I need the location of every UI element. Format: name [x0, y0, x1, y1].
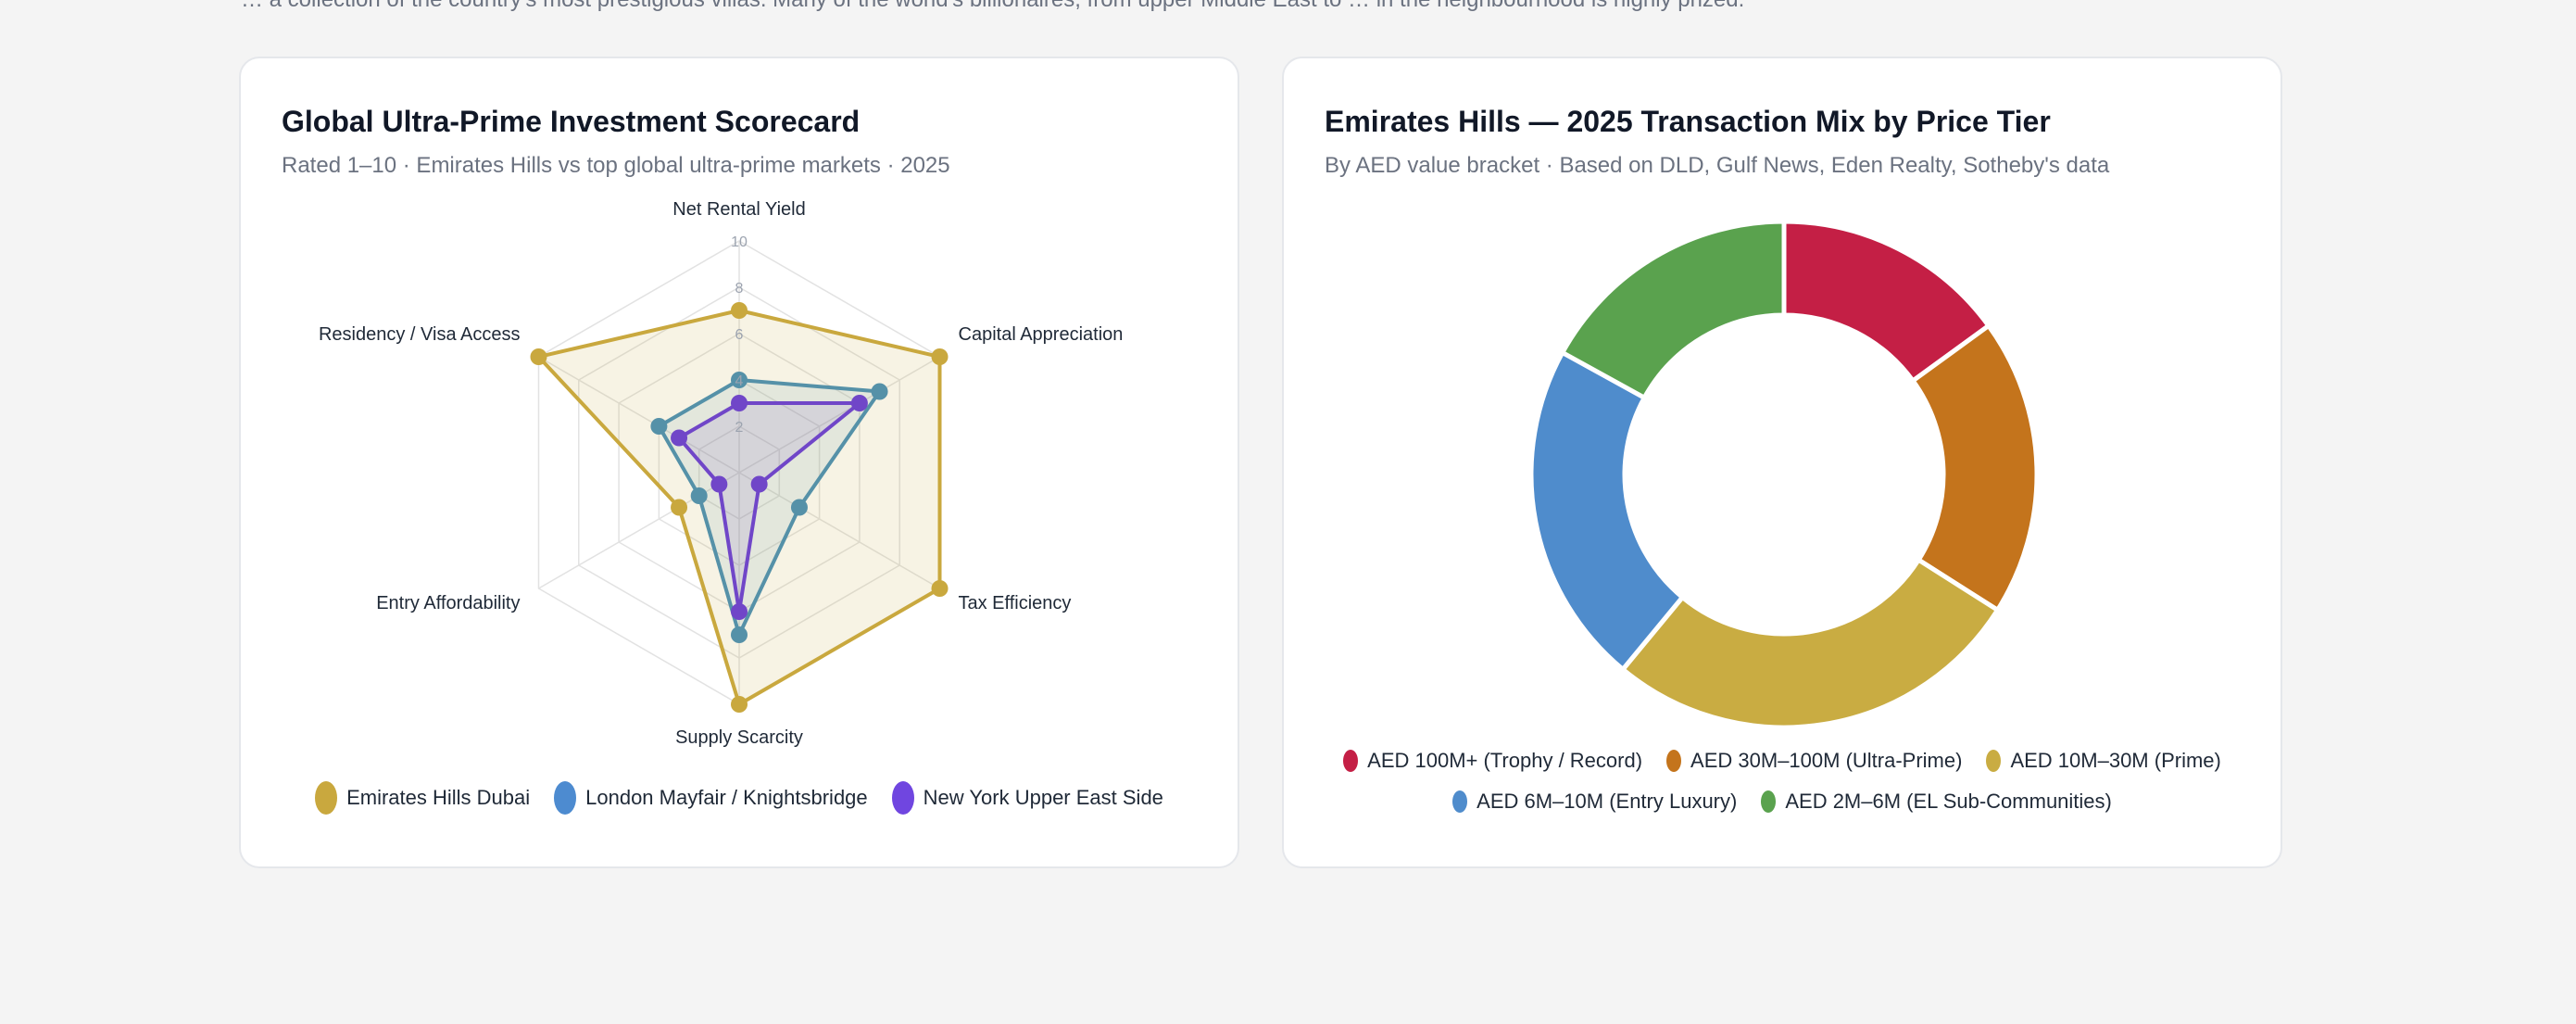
radar-legend: Emirates Hills Dubai London Mayfair / Kn…	[241, 781, 1238, 815]
legend-label: New York Upper East Side	[923, 786, 1163, 809]
radar-point	[690, 487, 708, 504]
donut-chart-title: Emirates Hills — 2025 Transaction Mix by…	[1325, 105, 2051, 138]
donut-chart-subtitle: By AED value bracket · Based on DLD, Gul…	[1325, 153, 2110, 178]
legend-label: Emirates Hills Dubai	[346, 786, 531, 809]
radar-spoke	[738, 356, 940, 474]
radar-point	[671, 429, 688, 447]
donut-slice-2	[1620, 557, 2001, 730]
radar-point	[650, 418, 668, 435]
radar-point	[731, 302, 748, 319]
legend-swatch	[1986, 750, 2002, 772]
radar-point	[931, 580, 949, 597]
radar-tick-label: 6	[735, 327, 744, 343]
legend-label: London Mayfair / Knightsbridge	[585, 786, 868, 809]
legend-swatch	[1452, 790, 1468, 813]
radar-chart-subtitle: Rated 1–10 · Emirates Hills vs top globa…	[282, 153, 950, 178]
radar-tick-label: 8	[735, 281, 744, 297]
legend-label: AED 6M–10M (Entry Luxury)	[1476, 790, 1738, 813]
radar-axis-label: Capital Appreciation	[959, 324, 1124, 345]
donut-chart	[1528, 219, 2040, 730]
radar-point	[790, 499, 808, 516]
legend-label: AED 2M–6M (EL Sub-Communities)	[1785, 790, 2112, 813]
legend-label: AED 10M–30M (Prime)	[2010, 749, 2221, 772]
radar-point	[850, 395, 868, 411]
radar-chart: 2 4 6 8 10 Net Rental Yield Capital Appreciati…	[319, 199, 1124, 748]
radar-axis-label: Tax Efficiency	[959, 593, 1072, 613]
radar-spoke	[738, 472, 940, 589]
radar-axis-label: Net Rental Yield	[672, 199, 805, 220]
radar-axis-label: Entry Affordability	[376, 593, 520, 613]
radar-tick-label: 4	[735, 373, 744, 389]
legend-item-entry-luxury[interactable]: AED 6M–10M (Entry Luxury)	[1452, 790, 1737, 814]
legend-item-trophy[interactable]: AED 100M+ (Trophy / Record)	[1343, 749, 1642, 773]
donut-slice-4	[1560, 219, 1787, 400]
donut-chart-card: Emirates Hills — 2025 Transaction Mix by…	[1282, 57, 2282, 868]
legend-label: AED 30M–100M (Ultra-Prime)	[1690, 749, 1963, 772]
radar-point	[731, 626, 748, 643]
radar-tick-label: 10	[731, 234, 748, 250]
radar-series-2	[671, 395, 868, 620]
legend-swatch	[1761, 790, 1777, 813]
radar-point	[731, 395, 748, 411]
radar-spoke	[538, 356, 740, 474]
donut-legend-row-2: AED 6M–10M (Entry Luxury) AED 2M–6M (EL …	[1284, 790, 2281, 814]
donut-legend-row-1: AED 100M+ (Trophy / Record) AED 30M–100M…	[1284, 749, 2281, 773]
legend-label: AED 100M+ (Trophy / Record)	[1367, 749, 1643, 772]
legend-swatch	[554, 781, 577, 815]
radar-point	[871, 383, 888, 400]
radar-point	[710, 475, 728, 493]
radar-point	[731, 603, 748, 620]
radar-chart-card: Global Ultra-Prime Investment Scorecard …	[239, 57, 1239, 868]
legend-item-london[interactable]: London Mayfair / Knightsbridge	[554, 781, 868, 815]
donut-slice-3	[1528, 349, 1685, 672]
legend-item-ultra-prime[interactable]: AED 30M–100M (Ultra-Prime)	[1666, 749, 1962, 773]
radar-series-1	[650, 372, 888, 643]
radar-tick-label: 2	[735, 420, 744, 436]
radar-point	[731, 696, 748, 713]
legend-item-sub-communities[interactable]: AED 2M–6M (EL Sub-Communities)	[1761, 790, 2112, 814]
legend-swatch	[891, 781, 914, 815]
intro-text: … a collection of the country's most pre…	[241, 0, 1744, 13]
radar-point	[931, 348, 949, 365]
legend-item-emirates-hills[interactable]: Emirates Hills Dubai	[315, 781, 530, 815]
radar-point	[530, 348, 547, 365]
legend-item-prime[interactable]: AED 10M–30M (Prime)	[1986, 749, 2221, 773]
radar-series-0	[530, 302, 949, 713]
legend-swatch	[315, 781, 338, 815]
donut-slice-1	[1910, 323, 2040, 613]
radar-point	[671, 499, 688, 516]
legend-item-new-york[interactable]: New York Upper East Side	[891, 781, 1163, 815]
legend-swatch	[1666, 750, 1682, 772]
legend-swatch	[1343, 750, 1359, 772]
radar-point	[731, 372, 748, 388]
radar-axis-label: Supply Scarcity	[675, 727, 803, 748]
radar-point	[750, 475, 768, 493]
radar-chart-title: Global Ultra-Prime Investment Scorecard	[282, 105, 861, 138]
radar-axis-label: Residency / Visa Access	[319, 324, 521, 345]
